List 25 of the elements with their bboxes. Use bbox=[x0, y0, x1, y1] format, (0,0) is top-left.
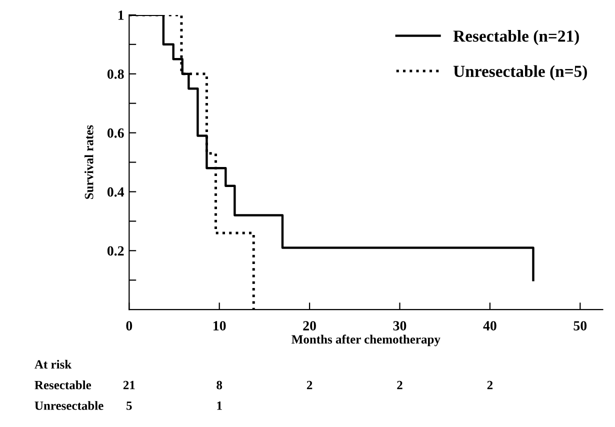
text: Resectable bbox=[34, 380, 92, 390]
x-tick-label: 20 bbox=[303, 321, 316, 330]
text: 5 bbox=[126, 402, 132, 410]
text: Unresectable bbox=[34, 401, 104, 410]
x-tick-label: 50 bbox=[574, 321, 587, 330]
text: 2 bbox=[306, 380, 312, 390]
y-tick-label: 0.6 bbox=[107, 128, 124, 138]
text: At risk bbox=[34, 360, 72, 369]
y-tick-label: 0.8 bbox=[107, 69, 124, 79]
x-tick-label: 0 bbox=[126, 321, 132, 330]
legend-label: Unresectable (n=5) bbox=[453, 65, 587, 80]
x-tick-label: 10 bbox=[214, 321, 226, 330]
text: 8 bbox=[216, 380, 222, 390]
x-tick-label: 40 bbox=[483, 321, 496, 330]
y-tick-label: 0.4 bbox=[107, 187, 124, 197]
y-tick-label: 1 bbox=[118, 10, 124, 20]
text: 1 bbox=[217, 402, 222, 410]
x-axis-title: Months after chemotherapy bbox=[292, 334, 440, 346]
text: 2 bbox=[487, 380, 493, 390]
text: 21 bbox=[123, 380, 135, 390]
y-tick-label: 0.2 bbox=[107, 246, 124, 256]
text: 2 bbox=[397, 380, 402, 390]
y-axis-title: Survival rates bbox=[84, 125, 94, 199]
legend-label: Resectable (n=21) bbox=[453, 30, 579, 46]
x-tick-label: 30 bbox=[393, 321, 406, 330]
